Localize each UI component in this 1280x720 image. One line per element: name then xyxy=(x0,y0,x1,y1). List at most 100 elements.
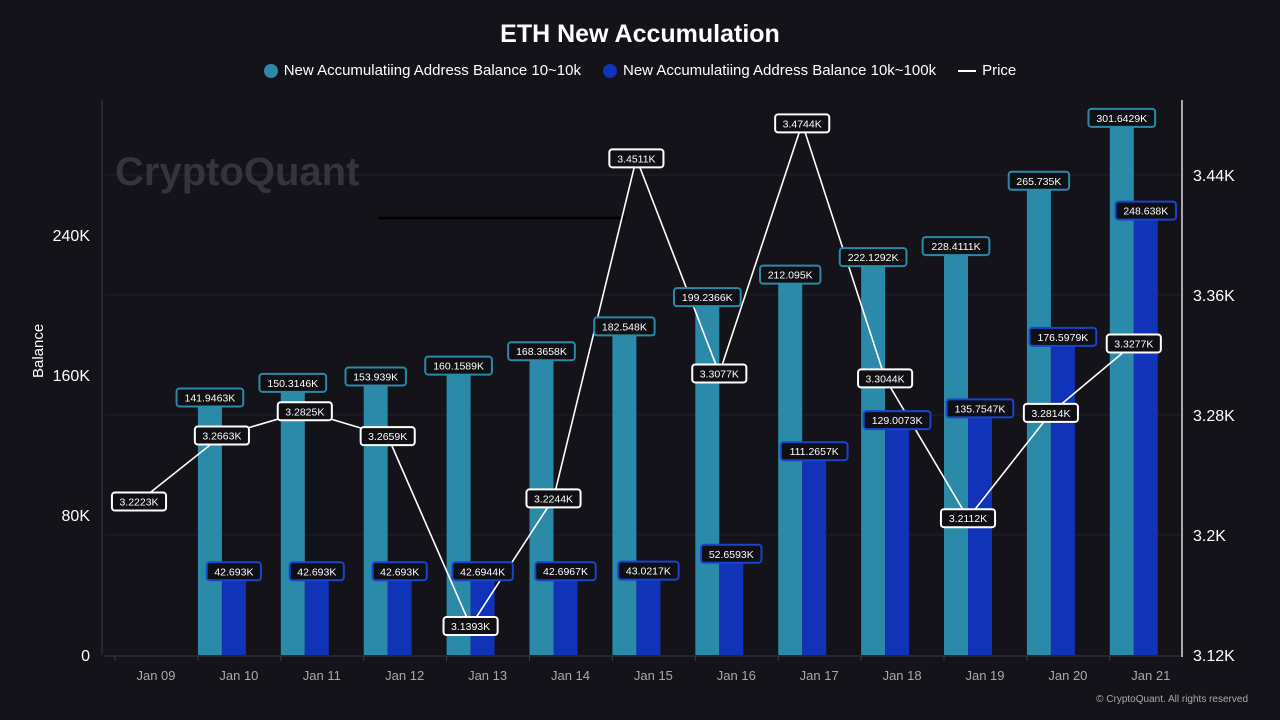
bar-balance-10-10k xyxy=(363,385,388,655)
bar-data-label-10-10k-box xyxy=(1007,170,1071,191)
legend-item-price[interactable]: Price xyxy=(958,62,1016,79)
price-data-label: 3.2223K xyxy=(119,497,158,509)
bar-data-label-10k-100k-box xyxy=(700,543,763,564)
price-data-label: 3.3077K xyxy=(700,368,739,380)
price-data-label: 3.2112K xyxy=(949,513,987,525)
bar-balance-10k-100k xyxy=(387,580,412,655)
bar-data-label-10k-100k: 52.6593K xyxy=(709,549,754,561)
bar-data-label-10k-100k-box xyxy=(779,441,849,462)
bar-balance-10-10k xyxy=(446,374,471,655)
x-tick-label: Jan 17 xyxy=(800,668,839,683)
bar-data-label-10k-100k: 129.0073K xyxy=(872,415,923,427)
price-data-label-box xyxy=(442,616,499,637)
bar-data-label-10k-100k: 135.7547K xyxy=(955,403,1006,415)
bar-balance-10k-100k xyxy=(221,580,246,655)
bar-data-label-10k-100k: 42.693K xyxy=(297,566,336,578)
right-tick-label: 3.36K xyxy=(1193,288,1235,305)
copyright: © CryptoQuant. All rights reserved xyxy=(1096,694,1248,705)
bar-data-label-10k-100k-box xyxy=(205,561,262,582)
price-data-label: 3.2244K xyxy=(534,493,573,505)
bar-data-label-10k-100k: 43.0217K xyxy=(626,566,671,578)
bar-data-label-10k-100k-box xyxy=(1114,200,1177,221)
bar-data-label-10k-100k: 42.693K xyxy=(380,566,419,578)
bar-balance-10-10k xyxy=(280,391,305,655)
bar-balance-10-10k xyxy=(861,266,886,655)
bar-data-label-10k-100k: 42.693K xyxy=(214,566,253,578)
legend-label: New Accumulatiing Address Balance 10~10k xyxy=(283,62,581,79)
bar-balance-10-10k xyxy=(612,335,637,655)
x-tick-label: Jan 14 xyxy=(551,668,590,683)
bar-data-label-10k-100k-box xyxy=(534,561,597,582)
chart-title: ETH New Accumulation xyxy=(500,20,780,48)
legend-item-balance-10k-100k[interactable]: New Accumulatiing Address Balance 10k~10… xyxy=(602,62,937,79)
price-data-label: 3.3277K xyxy=(1114,338,1153,350)
bar-data-label-10-10k-box xyxy=(424,355,493,376)
bar-data-label-10k-100k-box xyxy=(862,410,932,431)
bar-data-label-10-10k-box xyxy=(1087,107,1157,128)
x-tick-label: Jan 16 xyxy=(717,668,756,683)
bar-data-label-10-10k: 160.1589K xyxy=(433,361,484,373)
bar-data-label-10k-100k-box xyxy=(617,560,680,581)
bar-balance-10k-100k xyxy=(802,460,827,655)
bar-balance-10k-100k xyxy=(885,429,910,655)
bar-data-label-10-10k: 301.6429K xyxy=(1096,113,1147,125)
right-tick-label: 3.2K xyxy=(1193,528,1226,545)
x-tick-label: Jan 11 xyxy=(303,668,341,683)
price-data-label: 3.2814K xyxy=(1031,408,1070,420)
price-data-label-box xyxy=(1022,402,1079,423)
bar-data-label-10-10k: 222.1292K xyxy=(848,252,899,264)
x-tick-label: Jan 09 xyxy=(136,668,175,683)
left-tick-label: 0 xyxy=(81,648,90,665)
x-tick-label: Jan 12 xyxy=(385,668,424,683)
bar-data-label-10-10k-box xyxy=(593,316,656,337)
bar-data-label-10k-100k: 42.6944K xyxy=(460,566,505,578)
bar-data-label-10k-100k-box xyxy=(371,561,428,582)
bar-data-label-10-10k-box xyxy=(175,387,245,408)
price-data-label: 3.2659K xyxy=(368,431,407,443)
bar-data-label-10-10k-box xyxy=(258,372,328,393)
legend: New Accumulatiing Address Balance 10~10k… xyxy=(0,62,1280,79)
price-data-label: 3.4511K xyxy=(617,153,655,165)
right-tick-label: 3.44K xyxy=(1193,168,1235,185)
price-data-label-box xyxy=(525,488,582,509)
bar-data-label-10-10k-box xyxy=(921,236,991,257)
bar-data-label-10-10k-box xyxy=(344,366,407,387)
bar-data-label-10k-100k: 111.2657K xyxy=(790,446,839,458)
left-tick-label: 80K xyxy=(62,508,91,525)
legend-item-balance-10-10k[interactable]: New Accumulatiing Address Balance 10~10k xyxy=(263,62,581,79)
bar-data-label-10-10k: 199.2366K xyxy=(682,292,733,304)
bar-balance-10k-100k xyxy=(968,417,992,655)
bar-data-label-10-10k: 168.3658K xyxy=(516,346,567,358)
bar-data-label-10k-100k: 176.5979K xyxy=(1037,332,1088,344)
right-tick-label: 3.12K xyxy=(1193,648,1235,665)
bar-data-label-10-10k: 153.939K xyxy=(353,371,398,383)
bar-data-label-10-10k-box xyxy=(672,287,742,308)
bar-data-label-10k-100k-box xyxy=(1028,326,1098,347)
bar-data-label-10-10k: 212.095K xyxy=(768,270,813,282)
bar-data-label-10-10k-box xyxy=(838,247,908,268)
price-data-label-box xyxy=(939,508,997,529)
price-data-label: 3.1393K xyxy=(451,621,490,633)
x-tick-label: Jan 20 xyxy=(1048,668,1087,683)
price-data-label-box xyxy=(110,491,168,512)
bar-data-label-10-10k: 150.3146K xyxy=(267,378,318,390)
bar-balance-10-10k xyxy=(944,255,968,655)
bar-balance-10k-100k xyxy=(553,580,578,655)
bar-balance-10k-100k xyxy=(719,562,744,655)
legend-label: New Accumulatiing Address Balance 10k~10… xyxy=(622,62,937,79)
bar-data-label-10-10k: 182.548K xyxy=(602,321,647,333)
x-tick-label: Jan 13 xyxy=(468,668,507,683)
bar-data-label-10-10k: 228.4111K xyxy=(931,241,980,253)
price-data-label-box xyxy=(691,363,748,384)
bar-balance-10-10k xyxy=(695,306,720,655)
price-data-label-box xyxy=(1105,333,1162,354)
bar-data-label-10-10k: 141.9463K xyxy=(184,392,235,404)
bar-balance-10k-100k xyxy=(304,580,329,655)
legend-label: Price xyxy=(982,62,1017,79)
x-tick-label: Jan 21 xyxy=(1131,668,1170,683)
price-data-label: 3.2663K xyxy=(202,431,241,443)
price-data-label-box xyxy=(608,148,665,169)
bar-balance-10k-100k xyxy=(1133,219,1158,655)
legend-line-icon xyxy=(958,69,977,72)
